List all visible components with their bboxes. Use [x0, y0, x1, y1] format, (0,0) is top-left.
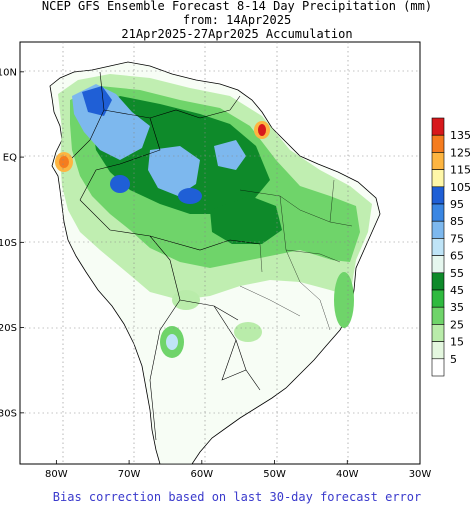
- accumulation-period: 21Apr2025-27Apr2025 Accumulation: [121, 27, 353, 41]
- lon-label-40w: 40W: [336, 469, 359, 480]
- legend-swatch: [431, 324, 445, 342]
- legend-swatch: [431, 272, 445, 291]
- legend-swatch: [431, 306, 445, 325]
- precip-85-95mm-spot-2: [178, 188, 202, 204]
- bias-correction-note: Bias correction based on last 30-day for…: [52, 490, 422, 504]
- legend-swatch: [431, 169, 445, 188]
- legend-swatch: [431, 203, 445, 222]
- lat-label-10n: 10N: [0, 67, 17, 78]
- latitude-labels: 10N EQ 10S 20S 30S: [0, 67, 24, 419]
- legend-swatch: [431, 289, 445, 308]
- precip-spot-east-coast: [334, 272, 354, 328]
- legend-label-55: 55: [450, 267, 464, 280]
- map-title: NCEP GFS Ensemble Forecast 8-14 Day Prec…: [41, 0, 433, 13]
- legend-swatch: [431, 134, 445, 153]
- legend-label-95: 95: [450, 198, 464, 211]
- legend-label-65: 65: [450, 250, 464, 263]
- lat-label-20s: 20S: [0, 323, 17, 334]
- legend-label-45: 45: [450, 284, 464, 297]
- legend-label-85: 85: [450, 215, 464, 228]
- legend-label-105: 105: [450, 181, 471, 194]
- legend-label-25: 25: [450, 318, 464, 331]
- lon-label-30w: 30W: [409, 469, 432, 480]
- legend-swatch: [431, 117, 445, 136]
- legend-label-115: 115: [450, 164, 471, 177]
- precip-spot-bolivia: [172, 290, 200, 310]
- legend-swatch: [431, 238, 445, 256]
- legend-label-75: 75: [450, 232, 464, 245]
- country-borders: [71, 71, 261, 441]
- precip-45-55mm-east: [210, 196, 282, 244]
- precip-85-95mm-area: [82, 86, 112, 116]
- lat-label-30s: 30S: [0, 408, 17, 419]
- state-borders: [239, 179, 353, 331]
- lat-label-eq: EQ: [3, 153, 17, 164]
- legend-swatch: [431, 186, 445, 205]
- legend-swatch: [431, 341, 445, 360]
- legend-swatch: [431, 255, 445, 274]
- precip-spot-paraguay-core: [166, 334, 178, 350]
- longitude-labels: 80W 70W 60W 50W 40W 30W: [45, 460, 431, 480]
- lon-label-80w: 80W: [45, 469, 68, 480]
- precip-85-95mm-spot: [110, 175, 130, 193]
- lon-label-50w: 50W: [263, 469, 286, 480]
- legend-label-15: 15: [450, 336, 464, 349]
- legend-label-5: 5: [450, 353, 457, 366]
- legend-swatch: [431, 220, 445, 239]
- lat-label-10s: 10S: [0, 238, 17, 249]
- precip-65-75mm-central: [148, 146, 200, 196]
- legend-label-125: 125: [450, 146, 471, 159]
- grid-lines: [20, 42, 420, 464]
- precip-spot-south-brazil: [234, 322, 262, 342]
- lon-label-70w: 70W: [118, 469, 141, 480]
- legend-swatch: [431, 358, 445, 377]
- lon-label-60w: 60W: [191, 469, 214, 480]
- legend-swatch: [431, 152, 445, 170]
- forecast-init-date: from: 14Apr2025: [182, 13, 292, 27]
- legend-label-135: 135: [450, 129, 471, 142]
- precip-125mm-ecuador: [59, 156, 69, 168]
- legend-label-35: 35: [450, 301, 464, 314]
- precip-65-75mm-amapa: [214, 140, 246, 170]
- precip-135mm-guiana: [258, 124, 266, 136]
- precipitation-legend: 135 125 115 105 95 85 75 65 55 45 35 25 15 5: [431, 117, 471, 377]
